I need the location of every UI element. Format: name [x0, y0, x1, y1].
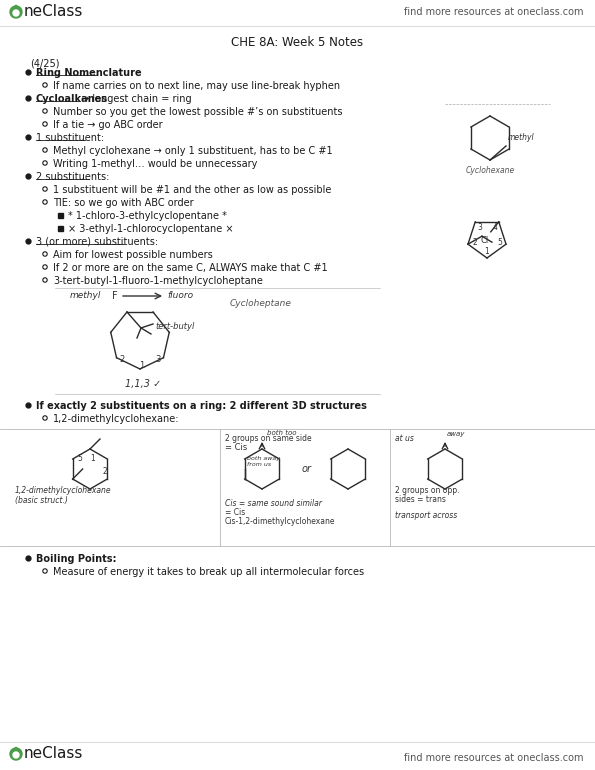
- Text: → longest chain = ring: → longest chain = ring: [78, 94, 192, 104]
- Text: 1 substituent will be #1 and the other as low as possible: 1 substituent will be #1 and the other a…: [53, 185, 331, 195]
- Text: 1,2-dimethylcyclohexane:: 1,2-dimethylcyclohexane:: [53, 414, 180, 424]
- Text: Cycloheptane: Cycloheptane: [230, 299, 292, 308]
- Circle shape: [43, 109, 47, 113]
- Circle shape: [10, 6, 22, 18]
- Circle shape: [43, 569, 47, 573]
- Text: Ring Nomenclature: Ring Nomenclature: [36, 68, 142, 78]
- Text: fluoro: fluoro: [167, 291, 193, 300]
- Text: F: F: [112, 291, 118, 301]
- Circle shape: [13, 10, 19, 16]
- Text: × 3-ethyl-1-chlorocyclopentane ×: × 3-ethyl-1-chlorocyclopentane ×: [68, 224, 233, 234]
- Text: find more resources at oneclass.com: find more resources at oneclass.com: [403, 7, 583, 17]
- Text: methyl: methyl: [70, 291, 101, 300]
- Text: 4: 4: [492, 223, 497, 232]
- Text: transport across: transport across: [395, 511, 457, 520]
- Text: find more resources at oneclass.com: find more resources at oneclass.com: [403, 753, 583, 763]
- Circle shape: [43, 278, 47, 282]
- Text: neClass: neClass: [24, 5, 83, 19]
- Text: (4/25): (4/25): [30, 58, 60, 68]
- Text: or: or: [302, 464, 312, 474]
- Text: neClass: neClass: [24, 746, 83, 762]
- Text: 2: 2: [119, 355, 124, 364]
- Text: Cycloalkanes: Cycloalkanes: [36, 94, 108, 104]
- Text: both away
from us: both away from us: [247, 456, 280, 467]
- Text: If name carries on to next line, may use line-break hyphen: If name carries on to next line, may use…: [53, 81, 340, 91]
- Text: Cyclohexane: Cyclohexane: [465, 166, 515, 175]
- Circle shape: [43, 252, 47, 256]
- Text: methyl: methyl: [508, 133, 535, 142]
- Circle shape: [43, 148, 47, 152]
- Text: Cis-1,2-dimethylcyclohexane: Cis-1,2-dimethylcyclohexane: [225, 517, 336, 526]
- Text: 2: 2: [102, 467, 107, 476]
- Text: CHE 8A: Week 5 Notes: CHE 8A: Week 5 Notes: [231, 35, 363, 49]
- Circle shape: [43, 122, 47, 126]
- Text: Cis = same sound similar: Cis = same sound similar: [225, 499, 322, 508]
- Circle shape: [13, 752, 19, 758]
- Text: Cl: Cl: [481, 236, 489, 245]
- Text: * 1-chloro-3-ethylcyclopentane *: * 1-chloro-3-ethylcyclopentane *: [68, 211, 227, 221]
- Text: 1: 1: [90, 454, 95, 463]
- Text: Number so you get the lowest possible #’s on substituents: Number so you get the lowest possible #’…: [53, 107, 343, 117]
- Text: away: away: [447, 431, 465, 437]
- Text: Boiling Points:: Boiling Points:: [36, 554, 117, 564]
- Text: 3-tert-butyl-1-fluoro-1-methylcycloheptane: 3-tert-butyl-1-fluoro-1-methylcyclohepta…: [53, 276, 263, 286]
- Text: TIE: so we go with ABC order: TIE: so we go with ABC order: [53, 198, 193, 208]
- Text: 1,1,3 ✓: 1,1,3 ✓: [125, 379, 161, 389]
- Circle shape: [43, 199, 47, 204]
- Bar: [58, 226, 62, 230]
- Text: 1: 1: [484, 246, 489, 256]
- Text: If 2 or more are on the same C, ALWAYS make that C #1: If 2 or more are on the same C, ALWAYS m…: [53, 263, 328, 273]
- Text: both too: both too: [267, 430, 296, 436]
- Circle shape: [43, 265, 47, 270]
- Text: 5: 5: [497, 237, 502, 246]
- Text: 5: 5: [77, 454, 83, 463]
- Text: = Cis: = Cis: [225, 443, 248, 452]
- Text: 2: 2: [472, 237, 477, 246]
- Text: = Cis: = Cis: [225, 508, 245, 517]
- Text: tert-butyl: tert-butyl: [155, 323, 195, 331]
- Text: If exactly 2 substituents on a ring: 2 different 3D structures: If exactly 2 substituents on a ring: 2 d…: [36, 401, 367, 411]
- Text: Writing 1-methyl… would be unnecessary: Writing 1-methyl… would be unnecessary: [53, 159, 258, 169]
- Text: at us: at us: [395, 434, 414, 443]
- Circle shape: [43, 83, 47, 87]
- Text: 3 (or more) substituents:: 3 (or more) substituents:: [36, 237, 158, 247]
- Text: 3: 3: [477, 223, 482, 232]
- Text: 1,2-dimethylcyclohexane: 1,2-dimethylcyclohexane: [15, 486, 112, 495]
- Text: (basic struct.): (basic struct.): [15, 496, 68, 505]
- Text: 2 groups on opp.: 2 groups on opp.: [395, 486, 459, 495]
- Polygon shape: [14, 5, 18, 9]
- Text: Methyl cyclohexane → only 1 substituent, has to be C #1: Methyl cyclohexane → only 1 substituent,…: [53, 146, 333, 156]
- Text: sides = trans: sides = trans: [395, 495, 446, 504]
- Circle shape: [43, 187, 47, 191]
- Text: 2 substituents:: 2 substituents:: [36, 172, 109, 182]
- Text: If a tie → go ABC order: If a tie → go ABC order: [53, 120, 162, 130]
- Circle shape: [43, 161, 47, 166]
- Circle shape: [10, 748, 22, 760]
- Bar: [58, 213, 62, 217]
- Text: Aim for lowest possible numbers: Aim for lowest possible numbers: [53, 250, 213, 260]
- Text: 1: 1: [139, 361, 145, 370]
- Text: 2 groups on same side: 2 groups on same side: [225, 434, 312, 443]
- Text: Measure of energy it takes to break up all intermolecular forces: Measure of energy it takes to break up a…: [53, 567, 364, 577]
- Text: 3: 3: [156, 355, 161, 364]
- Text: 1 substituent:: 1 substituent:: [36, 133, 104, 143]
- Polygon shape: [14, 747, 18, 751]
- Circle shape: [43, 416, 47, 420]
